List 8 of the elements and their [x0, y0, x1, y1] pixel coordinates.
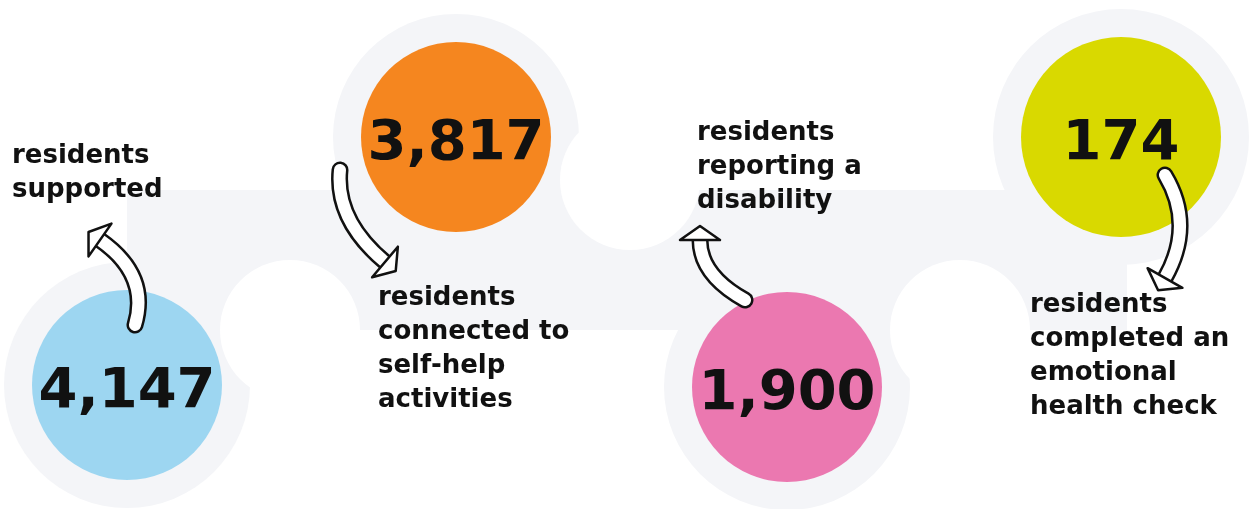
category-label: residents connected to self-help activities [378, 281, 570, 413]
data-label: 4,147 [38, 355, 216, 420]
data-label: 174 [1062, 107, 1180, 172]
category-label: residents completed an emotional health check [1030, 288, 1230, 420]
data-label: 3,817 [367, 107, 545, 172]
data-label: 1,900 [698, 357, 876, 422]
category-label: residents supported [12, 139, 163, 203]
category-label: residents reporting a disability [697, 116, 862, 214]
